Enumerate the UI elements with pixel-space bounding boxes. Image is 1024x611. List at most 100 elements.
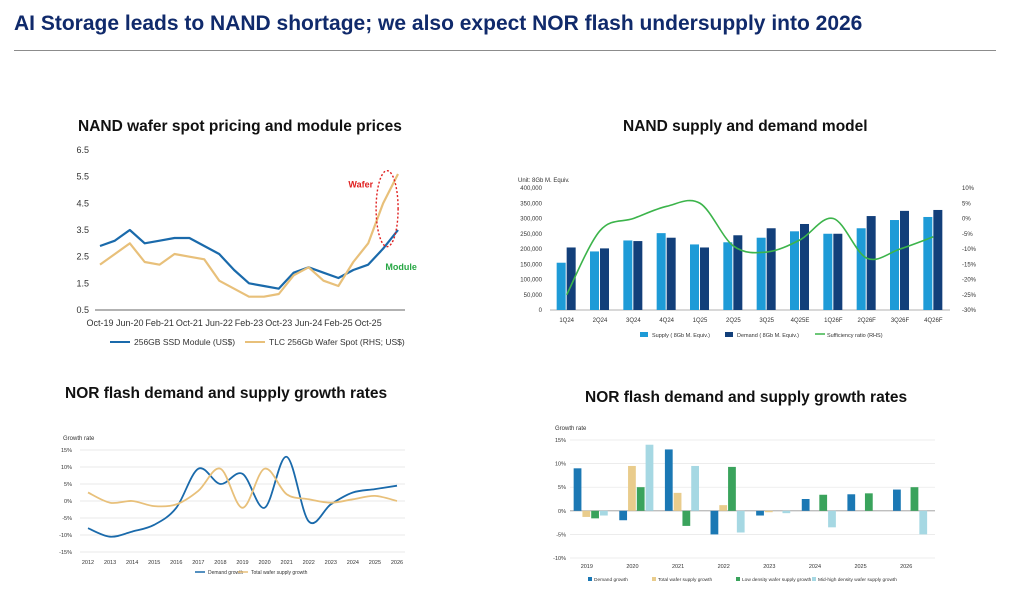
y-tick-label: -10% — [553, 556, 566, 562]
axis-title: Growth rate — [63, 436, 95, 442]
bar-3 — [599, 510, 608, 516]
x-tick-label: 2012 — [82, 560, 94, 566]
legend-swatch — [588, 577, 592, 581]
legend-swatch — [725, 332, 733, 337]
x-tick-label: 1Q25 — [693, 318, 708, 324]
x-tick-label: 2022 — [303, 560, 315, 566]
y2-tick-label: -20% — [962, 278, 977, 284]
x-tick-label: 2016 — [170, 560, 182, 566]
legend-label: Mid-high density wafer supply growth — [818, 577, 897, 583]
wafer-annotation: Wafer — [348, 179, 373, 189]
legend-label-module: 256GB SSD Module (US$) — [134, 337, 235, 347]
x-tick-label: Jun-20 — [116, 318, 144, 328]
y-tick-label: -10% — [59, 533, 72, 539]
x-tick-label: 2023 — [763, 564, 775, 570]
y-tick-label: 5% — [64, 482, 72, 488]
y-tick-label: 0% — [64, 499, 72, 505]
bar-0 — [664, 449, 673, 511]
bar-2 — [910, 487, 919, 511]
x-tick-label: 4Q25E — [791, 318, 810, 324]
x-tick-label: 2013 — [104, 560, 116, 566]
legend-swatch — [640, 332, 648, 337]
demand-bar — [766, 228, 776, 310]
demand-bar — [933, 209, 943, 310]
bar-1 — [764, 510, 773, 513]
x-tick-label: Jun-22 — [205, 318, 233, 328]
legend-label: Low density wafer supply growth — [742, 577, 812, 583]
x-tick-label: Oct-21 — [176, 318, 203, 328]
y-tick-label: 15% — [61, 448, 72, 454]
legend-swatch — [736, 577, 740, 581]
y2-tick-label: -25% — [962, 293, 977, 299]
x-tick-label: 2024 — [347, 560, 359, 566]
y-tick-label: 2.5 — [76, 252, 89, 262]
bar-0 — [756, 510, 764, 516]
x-tick-label: 1Q26F — [824, 318, 843, 324]
x-tick-label: 2Q24 — [593, 318, 608, 324]
x-tick-label: 1Q24 — [559, 318, 574, 324]
wafer-highlight-ellipse — [375, 169, 399, 248]
bar-3 — [736, 510, 745, 533]
demand-bar — [733, 235, 743, 310]
title-divider — [14, 50, 996, 51]
nor-bar-title: NOR flash demand and supply growth rates — [585, 389, 908, 406]
supply-bar — [590, 251, 599, 310]
y-tick-label: 5.5 — [76, 172, 89, 182]
supply-bar — [656, 233, 666, 310]
axis-title: Growth rate — [555, 426, 587, 432]
x-tick-label: Oct-23 — [265, 318, 292, 328]
x-tick-label: 2022 — [718, 564, 730, 570]
bar-1 — [719, 505, 728, 511]
x-tick-label: 3Q25 — [759, 318, 774, 324]
y2-tick-label: -15% — [962, 262, 977, 268]
x-tick-label: 2Q26F — [857, 318, 876, 324]
legend-label: Demand ( 8Gb M. Equiv.) — [737, 333, 799, 339]
y-tick-label: 10% — [61, 465, 72, 471]
demand-bar — [866, 216, 876, 310]
x-tick-label: 2014 — [126, 560, 138, 566]
supply-bar — [756, 237, 766, 310]
demand-bar — [666, 237, 676, 310]
bar-3 — [782, 510, 791, 514]
y-tick-label: -5% — [556, 532, 566, 538]
bar-2 — [728, 466, 736, 511]
x-tick-label: 3Q24 — [626, 318, 641, 324]
supply-bar — [890, 220, 899, 310]
bar-0 — [801, 499, 810, 511]
y-tick-label: 10% — [555, 462, 566, 468]
nor-bar-chart: Growth rate 15% 10% 5% 0% -5% -10% 2019 2020 2021… — [553, 426, 935, 583]
legend-swatch — [812, 577, 816, 581]
supply-bar — [856, 228, 866, 310]
wafer-supply-growth-line — [87, 467, 398, 509]
nand-pricing-title: NAND wafer spot pricing and module price… — [78, 118, 402, 135]
y-tick-label: 5% — [558, 485, 566, 491]
series-line-wafer — [99, 173, 399, 298]
bar-3 — [919, 510, 928, 535]
bar-1 — [628, 465, 636, 511]
y-tick-label: -15% — [59, 550, 72, 556]
y-tick-label: -5% — [62, 516, 72, 522]
x-tick-label: 2018 — [214, 560, 226, 566]
supply-bar — [556, 262, 566, 310]
x-tick-label: Oct-19 — [86, 318, 113, 328]
x-tick-label: 2021 — [672, 564, 684, 570]
demand-bar — [900, 210, 909, 310]
y2-tick-label: 0% — [962, 217, 971, 223]
nor-line-title: NOR flash demand and supply growth rates — [65, 385, 388, 402]
y-tick-label: 6.5 — [76, 145, 89, 155]
slide-title: AI Storage leads to NAND shortage; we al… — [14, 12, 863, 35]
y-tick-label: 350,000 — [520, 201, 542, 207]
legend-label: Demand growth — [594, 577, 628, 583]
legend-label: Total wafer supply growth — [251, 570, 308, 576]
bar-2 — [636, 487, 645, 511]
x-tick-label: 4Q26F — [924, 318, 943, 324]
supply-bar — [690, 244, 699, 310]
x-tick-label: 2020 — [626, 564, 638, 570]
nor-line-chart: Growth rate 15% 10% 5% 0% -5% -10% -15% 2012 2013… — [59, 436, 405, 576]
x-tick-label: 2026 — [391, 560, 403, 566]
supply-bar — [790, 231, 799, 310]
bar-3 — [691, 465, 699, 511]
demand-growth-line — [87, 455, 398, 538]
supply-bar — [823, 233, 833, 310]
bar-0 — [893, 489, 901, 511]
